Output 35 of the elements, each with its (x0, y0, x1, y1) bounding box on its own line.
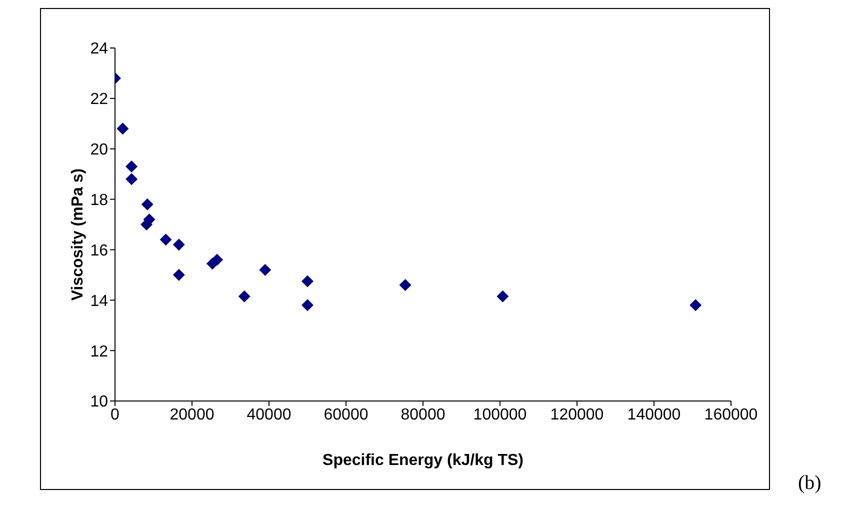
y-axis-title: Viscosity (mPa s) (70, 168, 87, 301)
text: (b) (798, 472, 822, 495)
x-tick-label: 60000 (324, 406, 368, 424)
y-tick-label: 16 (90, 242, 108, 260)
point (172, 238, 185, 251)
point (259, 264, 272, 276)
x-tick-label: 160000 (704, 406, 758, 424)
x-tick-label: 40000 (246, 406, 292, 424)
point (496, 290, 509, 302)
x-tick-label: 120000 (550, 406, 604, 424)
point (172, 268, 185, 281)
point (116, 122, 129, 135)
x-tick-label: 20000 (170, 406, 214, 424)
y-tick-label: 18 (90, 192, 108, 209)
point (126, 160, 138, 173)
point (690, 299, 702, 312)
point (238, 290, 250, 302)
x-tick-label: 140000 (627, 406, 681, 424)
y-tick-label: 12 (90, 343, 108, 360)
x-tick-label: 100000 (473, 406, 527, 424)
point (126, 173, 138, 186)
point (160, 234, 172, 246)
y-tick-label: 10 (90, 394, 108, 411)
x-tick-label: 80000 (400, 406, 446, 424)
point (399, 279, 412, 292)
point (141, 198, 154, 210)
x-tick-label: 0 (110, 406, 120, 424)
y-tick-label: 22 (90, 91, 108, 108)
point (302, 275, 314, 288)
point (302, 299, 314, 312)
y-tick-label: 24 (90, 40, 108, 58)
x-axis-title: Specific Energy (kJ/kg TS) (322, 452, 524, 469)
point (211, 254, 224, 266)
y-tick-label: 20 (90, 142, 108, 159)
y-tick-label: 14 (90, 292, 108, 310)
